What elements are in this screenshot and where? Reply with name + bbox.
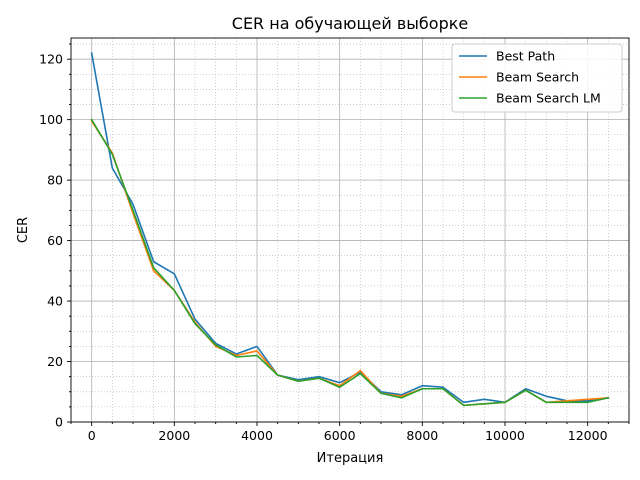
y-axis-ticks: 0 20 40 60 80 100 120 [39, 43, 71, 430]
legend-label: Beam Search [496, 70, 579, 85]
legend-frame [451, 43, 623, 113]
y-tick-label: 0 [55, 415, 63, 430]
x-tick-label: 12000 [568, 428, 608, 443]
legend: Best Path Beam Search Beam Search LM [451, 43, 623, 113]
x-tick-label: 8000 [406, 428, 438, 443]
x-axis-label: Итерация [317, 451, 384, 466]
series-lines [90, 52, 610, 407]
x-axis-ticks: 0 2000 4000 6000 8000 10000 12000 [70, 422, 630, 443]
y-axis-label: CER [16, 217, 31, 243]
plot-frame [70, 37, 630, 423]
y-tick-label: 40 [47, 294, 63, 309]
x-tick-label: 6000 [324, 428, 356, 443]
x-tick-label: 4000 [241, 428, 273, 443]
y-tick-label: 60 [47, 233, 63, 248]
legend-label: Beam Search LM [496, 91, 601, 106]
x-tick-label: 10000 [485, 428, 525, 443]
series-line-beam-search-lm [90, 118, 610, 407]
legend-label: Best Path [496, 49, 555, 64]
y-tick-label: 80 [47, 173, 63, 188]
x-tick-label: 0 [88, 428, 96, 443]
y-tick-label: 120 [39, 52, 63, 67]
y-tick-label: 100 [39, 112, 63, 127]
y-tick-label: 20 [47, 354, 63, 369]
x-tick-label: 2000 [158, 428, 190, 443]
chart-title: CER на обучающей выборке [232, 14, 468, 33]
